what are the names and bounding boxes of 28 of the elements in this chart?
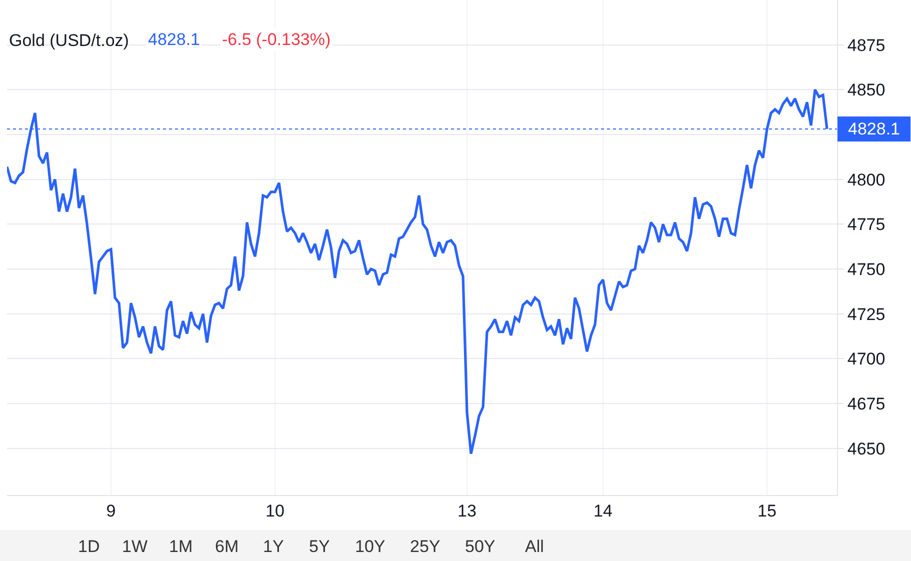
y-tick-label: 4675 [847, 394, 886, 414]
y-tick-label: 4800 [847, 170, 886, 190]
y-tick-label: 4775 [847, 215, 886, 234]
annotation: -6.5 (-0.133%) [222, 30, 331, 49]
y-tick-label: 4650 [847, 439, 886, 458]
text: 50Y [465, 537, 496, 556]
x-tick-label: 10 [266, 501, 284, 520]
x-tick-label: 13 [458, 501, 476, 520]
x-tick-label: 15 [758, 501, 776, 520]
text: 5Y [309, 537, 330, 556]
ref-line-label: 4828.1 [848, 120, 900, 138]
y-tick-label: 4850 [847, 80, 886, 100]
text: All [525, 537, 544, 556]
text: Gold (USD/t.oz) [9, 30, 129, 50]
text: 1Y [263, 537, 284, 556]
text: 25Y [410, 537, 440, 556]
x-tick-label: 9 [106, 501, 116, 520]
text: 10Y [355, 537, 386, 556]
y-tick-label: 4750 [847, 260, 886, 279]
text: 1W [122, 537, 148, 556]
y-tick-label: 4725 [847, 304, 886, 324]
y-tick-label: 4700 [847, 350, 886, 369]
text: 4828.1 [148, 30, 200, 49]
text: 1M [169, 537, 193, 556]
x-tick-label: 14 [594, 501, 612, 520]
text: 6M [215, 537, 239, 556]
text: 1D [78, 537, 100, 556]
y-tick-label: 4875 [847, 36, 886, 55]
